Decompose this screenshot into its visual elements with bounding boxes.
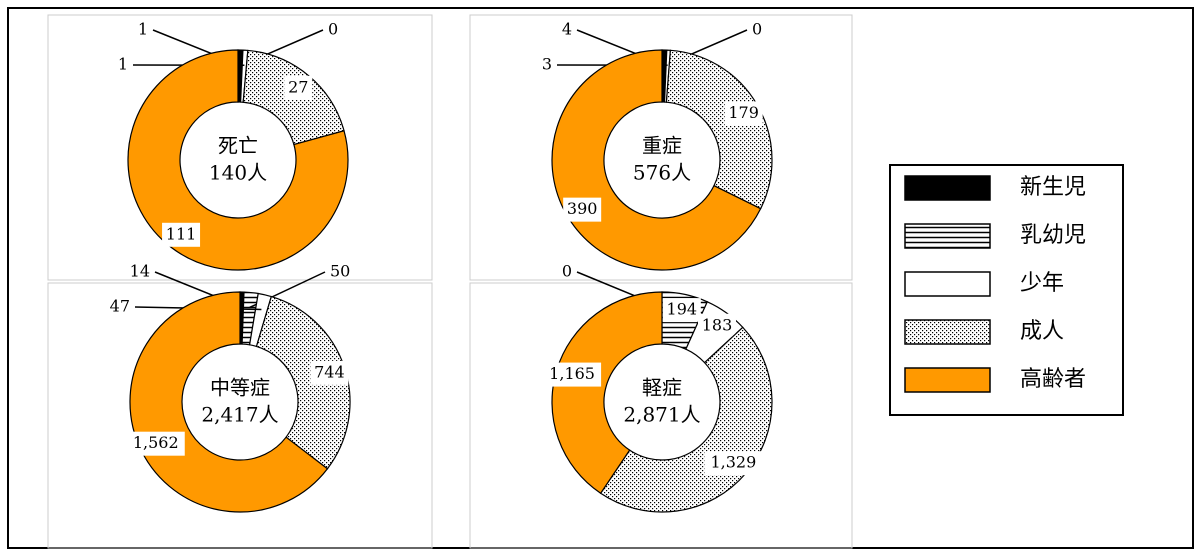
data-label: 0 [752,20,762,39]
donut-slice [666,50,772,208]
data-label: 47 [110,297,130,316]
legend-swatch [905,224,990,248]
center-total: 2,871人 [623,403,700,427]
data-label: 0 [562,262,572,281]
data-label: 183 [702,315,733,334]
center-total: 576人 [633,161,691,185]
legend-label: 高齢者 [1020,367,1086,392]
data-label: 14 [130,262,150,281]
data-label: 179 [728,103,759,122]
legend-swatch [905,320,990,344]
data-label: 744 [314,362,345,381]
data-label: 390 [567,199,598,218]
legend-label: 成人 [1020,319,1064,344]
center-total: 140人 [209,161,267,185]
data-label: 4 [562,20,572,39]
data-label: 27 [288,77,308,96]
data-label: 111 [166,224,197,243]
center-title: 重症 [642,134,682,158]
center-title: 死亡 [218,134,258,158]
legend-label: 乳幼児 [1020,223,1086,248]
data-label: 1 [118,55,128,74]
data-label: 1,165 [549,364,595,383]
data-label: 1,329 [710,453,756,472]
legend-swatch [905,368,990,392]
legend-swatch [905,176,990,200]
data-label: 194 [667,300,698,319]
data-label: 50 [330,262,350,281]
data-label: 1 [138,20,148,39]
legend-swatch [905,272,990,296]
center-title: 中等症 [210,376,270,400]
data-label: 1,562 [133,433,179,452]
legend-label: 新生児 [1020,175,1086,200]
center-title: 軽症 [642,376,682,400]
data-label: 3 [542,55,552,74]
data-label: 0 [328,20,338,39]
legend-label: 少年 [1020,271,1064,296]
center-total: 2,417人 [201,403,278,427]
